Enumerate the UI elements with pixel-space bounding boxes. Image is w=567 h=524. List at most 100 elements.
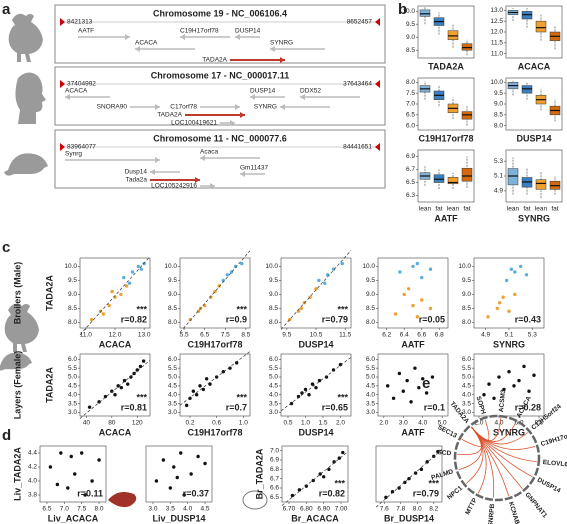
x-tick-label: 2.0 — [474, 420, 483, 427]
plot-frame — [281, 445, 349, 503]
x-axis-label: Liv_ACACA — [48, 513, 99, 523]
point — [79, 451, 84, 455]
group-label: lean — [447, 206, 460, 213]
point — [203, 461, 207, 466]
network-gene-label: SNRPB — [487, 503, 496, 524]
network-gene-label: GNPNAT1 — [523, 491, 548, 519]
x-tick-label: 5.3 — [528, 332, 537, 339]
point — [501, 295, 505, 299]
plot-frame — [39, 445, 107, 503]
x-axis-label: Br_ACACA — [291, 513, 339, 523]
point — [129, 375, 133, 379]
plot-frame — [473, 353, 545, 417]
point — [417, 385, 421, 390]
y-tick-label: 6.7 — [270, 475, 279, 482]
gene-title: TADA2A — [428, 61, 464, 71]
chromosome-title: Chromosome 19 - NC_006106.4 — [153, 8, 287, 18]
y-tick-label: 9.0 — [462, 291, 471, 298]
y-tick-label: 5.5 — [269, 365, 278, 372]
x-tick-label: 0.6 — [212, 420, 221, 427]
network-gene-label: ACSM3 — [498, 389, 507, 413]
y-tick-label: 4.5 — [462, 383, 471, 390]
y-tick-label: 6.0 — [462, 356, 471, 363]
y-tick-label: 3.0 — [366, 409, 375, 416]
correlation-label: r=0.82 — [319, 488, 345, 498]
end-position: 37643464 — [343, 81, 372, 88]
point — [331, 267, 336, 271]
network-gene-label: NPC1 — [446, 485, 464, 502]
panel-label: d — [2, 427, 11, 444]
box — [535, 179, 547, 190]
y-tick-label: 4.0 — [68, 391, 77, 398]
point — [122, 275, 126, 280]
gene-arrow-head — [240, 171, 245, 177]
x-tick-label: 6.80 — [300, 506, 313, 513]
y-tick-label: 3.5 — [168, 400, 177, 407]
y-tick-label: 5.5 — [168, 365, 177, 372]
y-tick-label: 7.0 — [406, 101, 415, 108]
point — [507, 370, 511, 374]
y-tick-label: 9.0 — [366, 291, 375, 298]
x-tick-label: 4.0 — [494, 420, 503, 427]
rooster-icon — [8, 13, 43, 62]
fit-line — [280, 250, 352, 330]
point — [482, 393, 486, 397]
x-axis-label: Br_DUSP14 — [384, 513, 434, 523]
network-gene-label: C19H17orf78 — [540, 430, 567, 448]
point — [402, 292, 406, 297]
point — [290, 493, 295, 498]
plot-frame — [377, 257, 449, 329]
point — [48, 465, 53, 469]
point — [317, 378, 322, 383]
x-tick-label: 7.00 — [335, 506, 348, 513]
y-tick-label: 3.5 — [462, 400, 471, 407]
gene-label: Acaca — [200, 149, 218, 156]
point — [403, 480, 407, 485]
significance-label: *** — [136, 304, 147, 314]
point — [386, 384, 390, 388]
point — [436, 449, 440, 454]
gene-label: LOC105242916 — [151, 183, 197, 190]
y-tick-label: 8.5 — [68, 305, 77, 312]
x-tick-label: 2.0 — [379, 420, 388, 427]
point — [308, 295, 312, 299]
point — [337, 456, 342, 460]
y-tick-label: 3.5 — [68, 400, 77, 407]
point — [323, 281, 327, 285]
x-tick-label: 6.90 — [317, 506, 330, 513]
mouse-icon — [0, 352, 33, 371]
significance-label: *** — [236, 304, 247, 314]
y-tick-label: 9.5 — [366, 277, 375, 284]
y-tick-label: 4.9 — [494, 188, 503, 195]
liver-icon — [108, 492, 137, 508]
x-tick-label: 5.5 — [180, 332, 189, 339]
point — [119, 385, 124, 390]
point — [397, 486, 401, 490]
y-tick-label: 4.2 — [28, 464, 37, 471]
y-tick-label: 10.0 — [64, 263, 77, 270]
plot-frame — [280, 353, 352, 417]
mouse-icon — [4, 153, 48, 176]
gene-label: ACACA — [135, 40, 158, 47]
gene-label: Synrg — [65, 151, 82, 158]
x-tick-label: 9.5 — [282, 332, 291, 339]
x-tick-label: 1.0 — [239, 420, 248, 427]
point — [513, 270, 517, 274]
gene-arrow-head — [240, 112, 245, 118]
correlation-label: r=0.37 — [183, 488, 209, 498]
significance-label: *** — [428, 478, 439, 488]
chromosome-box — [54, 66, 386, 126]
network-gene-label: PALMD — [430, 468, 454, 481]
point — [532, 373, 536, 377]
y-tick-label: 10.0 — [164, 263, 177, 270]
start-marker — [60, 18, 65, 26]
point — [413, 366, 417, 370]
point — [393, 312, 398, 316]
row-label: Layers (Female) — [12, 351, 22, 420]
point — [497, 301, 502, 305]
y-tick-label: 9.0 — [406, 34, 415, 41]
point — [289, 401, 294, 406]
x-tick-label: 12.0 — [109, 332, 122, 339]
point — [188, 317, 192, 322]
point — [154, 479, 159, 483]
